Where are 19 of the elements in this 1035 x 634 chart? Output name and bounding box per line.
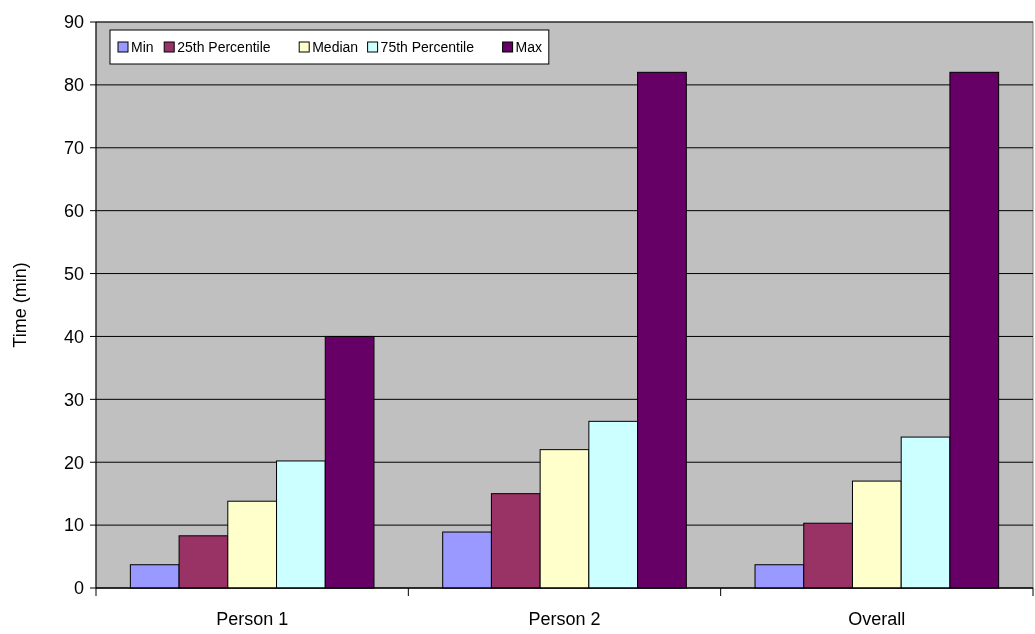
legend-label: Min [131,38,154,55]
y-tick-label: 70 [63,138,84,159]
y-axis-title: Time (min) [10,262,30,348]
y-tick-label: 40 [63,326,84,347]
x-tick-label: Overall [848,609,906,629]
legend-label: 25th Percentile [177,38,271,55]
x-tick-label: Person 1 [216,609,289,629]
y-tick-label: 80 [63,75,84,96]
y-tick-label: 10 [63,515,84,536]
x-tick-label: Person 2 [528,609,601,629]
legend-label: 75th Percentile [380,38,475,55]
y-tick-label: 60 [63,200,84,221]
legend-label: Max [515,38,543,55]
y-tick-label: 30 [63,389,84,410]
y-tick-label: 90 [63,12,84,33]
y-tick-label: 50 [63,263,84,284]
legend-label: Median [312,38,359,55]
y-tick-label: 20 [63,452,84,473]
y-tick-label: 0 [73,578,84,599]
